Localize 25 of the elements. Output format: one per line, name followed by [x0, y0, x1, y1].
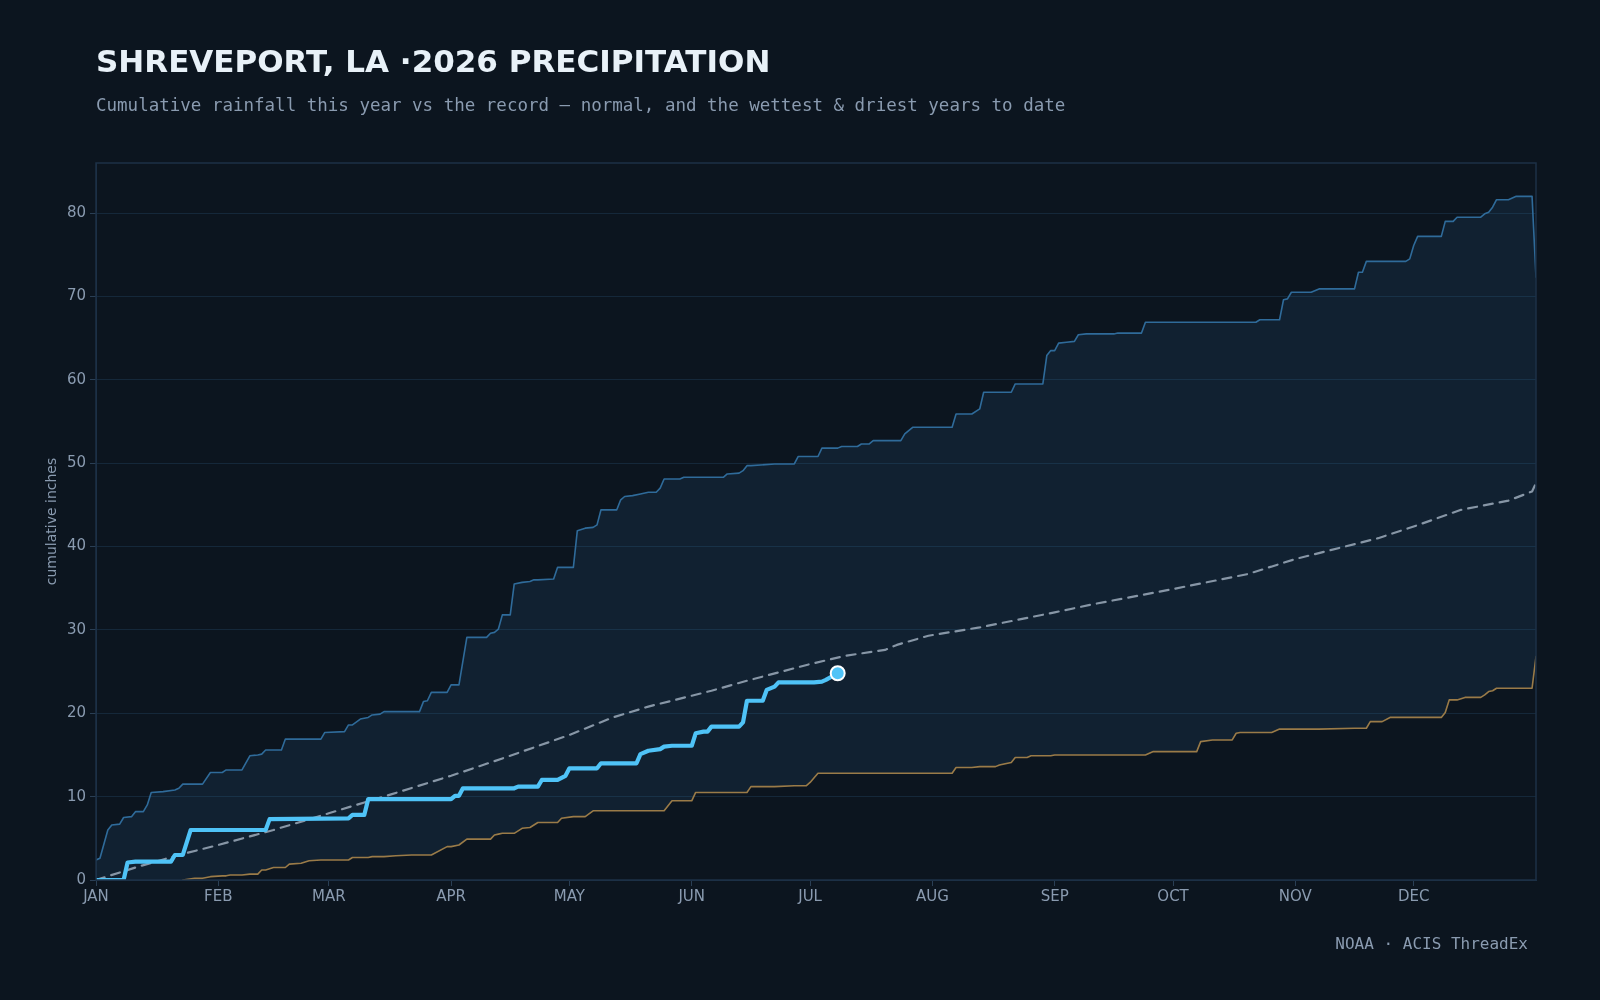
x-tick-label: AUG — [915, 886, 949, 905]
x-tick-label: SEP — [1040, 886, 1069, 905]
x-tick-label: MAY — [553, 886, 586, 905]
y-tick-label: 10 — [66, 786, 86, 805]
x-tick-label: FEB — [204, 886, 233, 905]
y-tick-label: 60 — [66, 369, 86, 388]
chart-title: SHREVEPORT, LA ·2026 PRECIPITATION — [96, 43, 771, 79]
y-tick-label: 30 — [66, 619, 86, 638]
y-tick-label: 70 — [66, 286, 86, 305]
x-tick-label: NOV — [1278, 886, 1313, 905]
y-tick-label: 50 — [66, 453, 86, 472]
x-tick-label: OCT — [1157, 886, 1190, 905]
y-tick-label: 80 — [66, 202, 86, 221]
text: NOAA · ACIS ThreadEx — [1335, 934, 1528, 953]
y-axis-title: cumulative inches — [43, 457, 60, 586]
x-tick-label: DEC — [1397, 886, 1430, 905]
y-tick-label: 20 — [66, 703, 86, 722]
x-tick-label: MAR — [311, 886, 346, 905]
x-tick-label: JUL — [797, 886, 823, 905]
x-tick-label: JAN — [82, 886, 109, 905]
x-tick-label: APR — [436, 886, 466, 905]
chart-subtitle: Cumulative rainfall this year vs the record — normal, and the wettest & driest years to date — [96, 95, 1066, 115]
x-tick-label: JUN — [677, 886, 706, 905]
y-tick-label: 40 — [66, 536, 86, 555]
y-tick-label: 0 — [76, 869, 86, 888]
